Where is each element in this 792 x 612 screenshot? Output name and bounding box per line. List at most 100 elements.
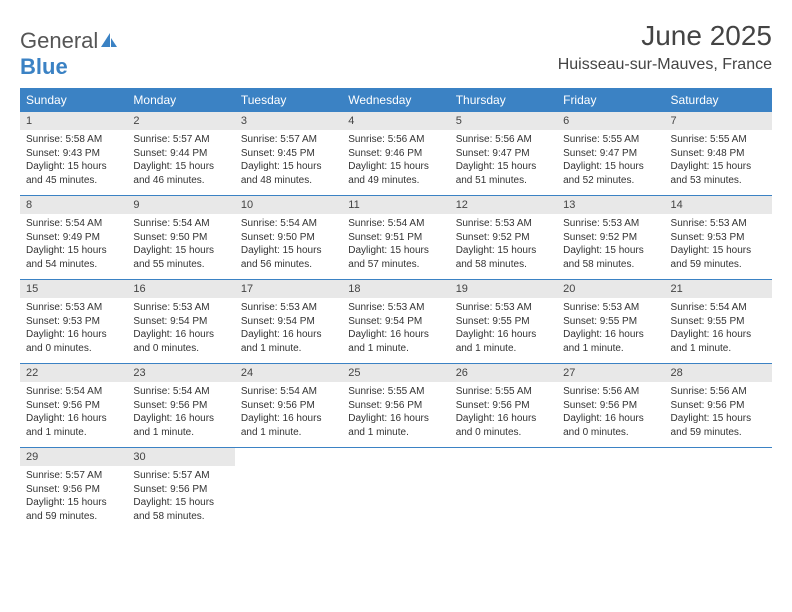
day-cell: 23Sunrise: 5:54 AMSunset: 9:56 PMDayligh… <box>127 364 234 448</box>
day-number: 11 <box>342 196 449 214</box>
day-number: 16 <box>127 280 234 298</box>
day-cell: 28Sunrise: 5:56 AMSunset: 9:56 PMDayligh… <box>665 364 772 448</box>
day-details: Sunrise: 5:58 AMSunset: 9:43 PMDaylight:… <box>20 130 127 195</box>
day-number: 30 <box>127 448 234 466</box>
day-details: Sunrise: 5:53 AMSunset: 9:54 PMDaylight:… <box>235 298 342 363</box>
day-cell: 10Sunrise: 5:54 AMSunset: 9:50 PMDayligh… <box>235 196 342 280</box>
day-header: Thursday <box>450 88 557 112</box>
day-number: 4 <box>342 112 449 130</box>
day-cell: 16Sunrise: 5:53 AMSunset: 9:54 PMDayligh… <box>127 280 234 364</box>
day-number: 12 <box>450 196 557 214</box>
logo-part1: General <box>20 28 98 53</box>
day-details: Sunrise: 5:54 AMSunset: 9:51 PMDaylight:… <box>342 214 449 279</box>
day-cell: 9Sunrise: 5:54 AMSunset: 9:50 PMDaylight… <box>127 196 234 280</box>
day-number: 9 <box>127 196 234 214</box>
day-details: Sunrise: 5:55 AMSunset: 9:48 PMDaylight:… <box>665 130 772 195</box>
header: GeneralBlue June 2025 Huisseau-sur-Mauve… <box>20 20 772 80</box>
day-number: 19 <box>450 280 557 298</box>
day-details: Sunrise: 5:57 AMSunset: 9:56 PMDaylight:… <box>127 466 234 531</box>
week-row: 15Sunrise: 5:53 AMSunset: 9:53 PMDayligh… <box>20 280 772 364</box>
day-cell: 12Sunrise: 5:53 AMSunset: 9:52 PMDayligh… <box>450 196 557 280</box>
day-cell: 1Sunrise: 5:58 AMSunset: 9:43 PMDaylight… <box>20 112 127 196</box>
day-details: Sunrise: 5:53 AMSunset: 9:55 PMDaylight:… <box>557 298 664 363</box>
day-cell: 6Sunrise: 5:55 AMSunset: 9:47 PMDaylight… <box>557 112 664 196</box>
day-cell <box>342 448 449 532</box>
day-details: Sunrise: 5:55 AMSunset: 9:47 PMDaylight:… <box>557 130 664 195</box>
day-cell: 19Sunrise: 5:53 AMSunset: 9:55 PMDayligh… <box>450 280 557 364</box>
day-header: Wednesday <box>342 88 449 112</box>
day-details: Sunrise: 5:54 AMSunset: 9:56 PMDaylight:… <box>20 382 127 447</box>
day-details: Sunrise: 5:54 AMSunset: 9:56 PMDaylight:… <box>235 382 342 447</box>
day-number: 29 <box>20 448 127 466</box>
day-header: Tuesday <box>235 88 342 112</box>
day-number: 22 <box>20 364 127 382</box>
day-details: Sunrise: 5:57 AMSunset: 9:44 PMDaylight:… <box>127 130 234 195</box>
day-details: Sunrise: 5:56 AMSunset: 9:56 PMDaylight:… <box>557 382 664 447</box>
week-row: 8Sunrise: 5:54 AMSunset: 9:49 PMDaylight… <box>20 196 772 280</box>
logo-text: GeneralBlue <box>20 28 118 80</box>
day-cell: 7Sunrise: 5:55 AMSunset: 9:48 PMDaylight… <box>665 112 772 196</box>
location: Huisseau-sur-Mauves, France <box>558 56 772 74</box>
day-number: 21 <box>665 280 772 298</box>
day-cell: 20Sunrise: 5:53 AMSunset: 9:55 PMDayligh… <box>557 280 664 364</box>
day-number: 1 <box>20 112 127 130</box>
day-cell: 21Sunrise: 5:54 AMSunset: 9:55 PMDayligh… <box>665 280 772 364</box>
day-number: 7 <box>665 112 772 130</box>
day-number: 8 <box>20 196 127 214</box>
day-number: 3 <box>235 112 342 130</box>
day-number: 18 <box>342 280 449 298</box>
day-cell: 22Sunrise: 5:54 AMSunset: 9:56 PMDayligh… <box>20 364 127 448</box>
day-cell: 24Sunrise: 5:54 AMSunset: 9:56 PMDayligh… <box>235 364 342 448</box>
day-cell: 30Sunrise: 5:57 AMSunset: 9:56 PMDayligh… <box>127 448 234 532</box>
day-cell: 11Sunrise: 5:54 AMSunset: 9:51 PMDayligh… <box>342 196 449 280</box>
logo: GeneralBlue <box>20 20 118 80</box>
day-details: Sunrise: 5:54 AMSunset: 9:50 PMDaylight:… <box>127 214 234 279</box>
day-cell: 25Sunrise: 5:55 AMSunset: 9:56 PMDayligh… <box>342 364 449 448</box>
day-number: 15 <box>20 280 127 298</box>
day-cell: 14Sunrise: 5:53 AMSunset: 9:53 PMDayligh… <box>665 196 772 280</box>
day-number: 2 <box>127 112 234 130</box>
day-number: 27 <box>557 364 664 382</box>
day-cell <box>450 448 557 532</box>
day-details: Sunrise: 5:53 AMSunset: 9:54 PMDaylight:… <box>342 298 449 363</box>
day-number: 28 <box>665 364 772 382</box>
day-details: Sunrise: 5:55 AMSunset: 9:56 PMDaylight:… <box>342 382 449 447</box>
day-details: Sunrise: 5:54 AMSunset: 9:50 PMDaylight:… <box>235 214 342 279</box>
week-row: 1Sunrise: 5:58 AMSunset: 9:43 PMDaylight… <box>20 112 772 196</box>
day-number: 17 <box>235 280 342 298</box>
day-number: 24 <box>235 364 342 382</box>
day-cell: 15Sunrise: 5:53 AMSunset: 9:53 PMDayligh… <box>20 280 127 364</box>
day-details: Sunrise: 5:54 AMSunset: 9:55 PMDaylight:… <box>665 298 772 363</box>
day-number: 23 <box>127 364 234 382</box>
day-details: Sunrise: 5:55 AMSunset: 9:56 PMDaylight:… <box>450 382 557 447</box>
calendar: SundayMondayTuesdayWednesdayThursdayFrid… <box>20 88 772 531</box>
day-header: Saturday <box>665 88 772 112</box>
day-cell <box>557 448 664 532</box>
day-cell: 8Sunrise: 5:54 AMSunset: 9:49 PMDaylight… <box>20 196 127 280</box>
day-details: Sunrise: 5:53 AMSunset: 9:52 PMDaylight:… <box>450 214 557 279</box>
day-details: Sunrise: 5:57 AMSunset: 9:45 PMDaylight:… <box>235 130 342 195</box>
day-details: Sunrise: 5:57 AMSunset: 9:56 PMDaylight:… <box>20 466 127 531</box>
day-details: Sunrise: 5:53 AMSunset: 9:53 PMDaylight:… <box>665 214 772 279</box>
day-details: Sunrise: 5:54 AMSunset: 9:56 PMDaylight:… <box>127 382 234 447</box>
day-details: Sunrise: 5:53 AMSunset: 9:54 PMDaylight:… <box>127 298 234 363</box>
day-header-row: SundayMondayTuesdayWednesdayThursdayFrid… <box>20 88 772 112</box>
day-header: Friday <box>557 88 664 112</box>
day-cell: 26Sunrise: 5:55 AMSunset: 9:56 PMDayligh… <box>450 364 557 448</box>
day-number: 26 <box>450 364 557 382</box>
day-cell: 4Sunrise: 5:56 AMSunset: 9:46 PMDaylight… <box>342 112 449 196</box>
month-title: June 2025 <box>558 20 772 52</box>
title-block: June 2025 Huisseau-sur-Mauves, France <box>558 20 772 74</box>
day-cell: 2Sunrise: 5:57 AMSunset: 9:44 PMDaylight… <box>127 112 234 196</box>
calendar-body: 1Sunrise: 5:58 AMSunset: 9:43 PMDaylight… <box>20 112 772 531</box>
day-details: Sunrise: 5:53 AMSunset: 9:53 PMDaylight:… <box>20 298 127 363</box>
day-number: 13 <box>557 196 664 214</box>
week-row: 29Sunrise: 5:57 AMSunset: 9:56 PMDayligh… <box>20 448 772 532</box>
day-details: Sunrise: 5:56 AMSunset: 9:46 PMDaylight:… <box>342 130 449 195</box>
day-cell: 18Sunrise: 5:53 AMSunset: 9:54 PMDayligh… <box>342 280 449 364</box>
day-header: Monday <box>127 88 234 112</box>
day-details: Sunrise: 5:54 AMSunset: 9:49 PMDaylight:… <box>20 214 127 279</box>
day-number: 25 <box>342 364 449 382</box>
day-cell <box>665 448 772 532</box>
day-cell <box>235 448 342 532</box>
